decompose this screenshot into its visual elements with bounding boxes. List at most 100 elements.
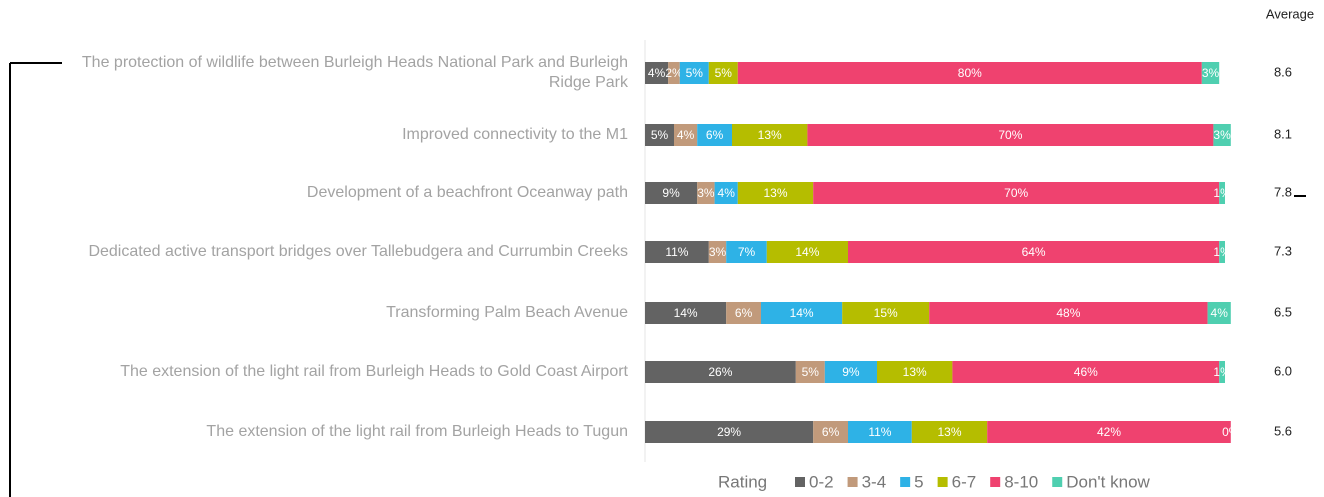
category-label: Transforming Palm Beach Avenue (386, 304, 628, 321)
bar-segment (645, 361, 796, 383)
average-value: 7.3 (1274, 243, 1292, 258)
legend-label: Don't know (1066, 472, 1150, 491)
bar-segment (708, 62, 738, 84)
average-value: 5.6 (1274, 423, 1292, 438)
bar-segment (987, 421, 1231, 443)
bar-segment (848, 241, 1220, 263)
data-label: 14% (795, 245, 819, 259)
bar-segment (824, 361, 877, 383)
legend-title: Rating (718, 472, 767, 491)
data-label: 9% (842, 365, 860, 379)
bar-segment (645, 421, 814, 443)
bar-segment (1219, 241, 1225, 263)
average-value: 6.5 (1274, 304, 1292, 319)
data-label: 14% (674, 306, 698, 320)
data-label: 11% (665, 245, 688, 259)
bar-segment (848, 421, 912, 443)
data-label: 6% (706, 128, 724, 142)
bar-segment (1213, 124, 1231, 146)
bar-segment (645, 62, 669, 84)
data-label: 4% (677, 128, 695, 142)
bar-segment (668, 62, 680, 84)
bar-segment (674, 124, 698, 146)
bar-segment (761, 302, 843, 324)
data-label: 13% (937, 425, 961, 439)
average-value: 6.0 (1274, 363, 1292, 378)
data-label: 26% (708, 365, 732, 379)
bar-segment (911, 421, 988, 443)
legend-swatch (900, 477, 911, 487)
bar-segment (645, 241, 709, 263)
data-label: 1% (1213, 245, 1231, 259)
data-label: 3% (697, 186, 715, 200)
average-title: Average (1266, 6, 1314, 21)
data-label: 1% (1213, 365, 1231, 379)
data-label: 15% (874, 306, 898, 320)
data-label: 29% (717, 425, 741, 439)
data-label: 80% (958, 66, 982, 80)
legend-swatch (1052, 477, 1063, 487)
bar-segment (1207, 302, 1231, 324)
data-label: 6% (735, 306, 753, 320)
bar-segment (726, 241, 767, 263)
data-label: 5% (802, 365, 820, 379)
average-value: 8.6 (1274, 64, 1292, 79)
bar-segment (737, 62, 1202, 84)
legend-swatch (847, 477, 858, 487)
data-label: 7% (738, 245, 756, 259)
data-label: 70% (998, 128, 1022, 142)
data-label: 1% (1213, 186, 1231, 200)
legend-swatch (795, 477, 805, 487)
legend-swatch (990, 477, 1001, 487)
bar-segment (708, 241, 727, 263)
data-label: 4% (718, 186, 736, 200)
bar-segment (645, 124, 674, 146)
bar-segment (929, 302, 1208, 324)
average-value: 7.8 (1274, 184, 1292, 199)
data-label: 64% (1022, 245, 1046, 259)
bar-segment (714, 182, 738, 204)
data-label: 13% (758, 128, 782, 142)
category-label: The extension of the light rail from Bur… (206, 423, 628, 440)
legend-label: 0-2 (809, 472, 834, 491)
category-label: Development of a beachfront Oceanway pat… (306, 184, 628, 201)
category-label: The extension of the light rail from Bur… (120, 363, 628, 380)
data-label: 0% (1222, 425, 1240, 439)
bar-segment (766, 241, 848, 263)
data-label: 13% (763, 186, 787, 200)
bar-segment (807, 124, 1214, 146)
data-label: 11% (868, 425, 891, 439)
legend-swatch (937, 477, 948, 487)
data-label: 2% (665, 66, 683, 80)
bar-segment (697, 182, 715, 204)
data-label: 4% (648, 66, 666, 80)
data-label: 5% (715, 66, 733, 80)
data-label: 5% (686, 66, 704, 80)
data-label: 3% (1213, 128, 1231, 142)
bar-segment (813, 182, 1220, 204)
data-label: 13% (903, 365, 927, 379)
bar-segment (645, 182, 698, 204)
category-label: Dedicated active transport bridges over … (88, 243, 628, 260)
data-label: 6% (822, 425, 840, 439)
legend-label: 6-7 (952, 472, 977, 491)
bar-segment (795, 361, 825, 383)
data-label: 3% (1202, 66, 1220, 80)
data-label: 5% (651, 128, 669, 142)
legend-label: 5 (914, 472, 923, 491)
category-label: Improved connectivity to the M1 (402, 126, 628, 143)
data-label: 9% (662, 186, 680, 200)
bar-segment (737, 182, 814, 204)
bar-segment (732, 124, 808, 146)
legend-label: 3-4 (862, 472, 887, 491)
bar-segment (842, 302, 930, 324)
bar-segment (697, 124, 732, 146)
bar-segment (813, 421, 848, 443)
data-label: 3% (709, 245, 727, 259)
bar-segment (726, 302, 761, 324)
bar-segment (679, 62, 709, 84)
average-value: 8.1 (1274, 126, 1292, 141)
data-label: 14% (790, 306, 814, 320)
